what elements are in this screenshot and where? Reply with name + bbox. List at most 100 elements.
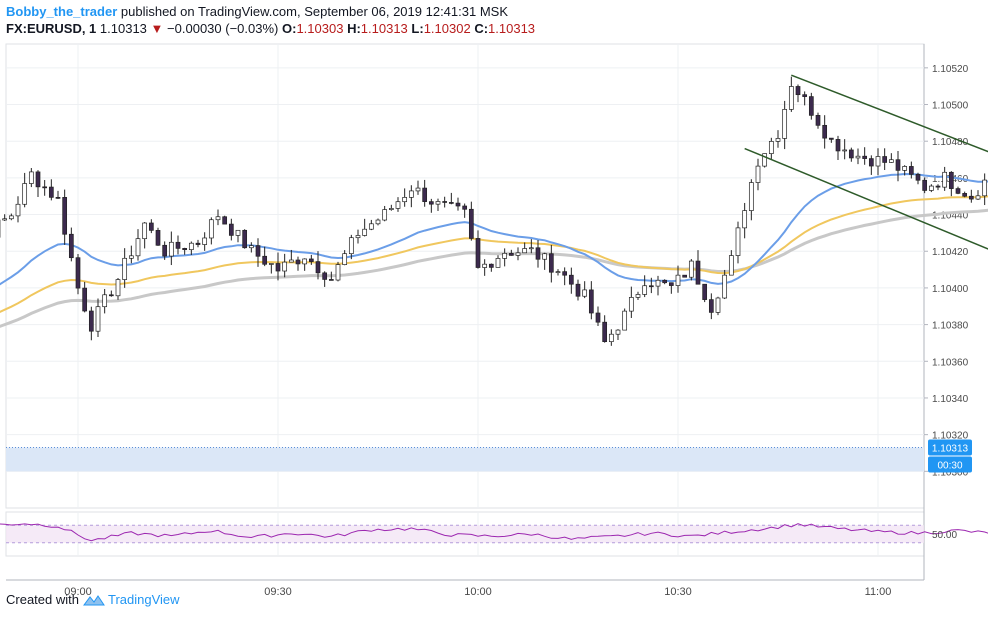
candle-body: [148, 222, 154, 231]
close-value: 1.10313: [488, 21, 536, 36]
candle-body: [835, 139, 841, 152]
candle-body: [522, 248, 528, 254]
candle-body: [688, 260, 694, 278]
candle-body: [8, 215, 14, 220]
candle-body: [735, 227, 741, 256]
candle-body: [322, 272, 328, 280]
candle-body: [755, 165, 761, 183]
candle-body: [128, 255, 134, 259]
candle-body: [395, 201, 401, 209]
candle-body: [15, 203, 21, 217]
low-value: 1.10302: [423, 21, 471, 36]
y-tick-label: 1.10320: [932, 431, 969, 442]
candle-body: [428, 201, 434, 205]
candle-body: [188, 242, 194, 251]
last-price-badge-label: 1.10313: [932, 443, 969, 454]
y-tick-label: 1.10300: [932, 467, 969, 478]
candle-body: [668, 282, 674, 286]
candle-body: [848, 149, 854, 159]
close-label: C:: [474, 21, 489, 36]
candle-body: [282, 261, 288, 272]
candle-body: [242, 229, 248, 249]
candle-body: [882, 156, 888, 163]
candle-body: [982, 179, 988, 197]
rsi-line: [0, 523, 988, 542]
candle-body: [222, 216, 228, 225]
y-tick-label: 1.10440: [932, 211, 969, 222]
author-link[interactable]: Bobby_the_trader: [6, 4, 118, 19]
candle-body: [595, 312, 601, 323]
x-tick-label: 09:00: [64, 586, 92, 598]
candle-body: [135, 238, 141, 257]
candle-body: [828, 137, 834, 140]
high-label: H:: [347, 21, 361, 36]
candle-body: [868, 158, 874, 167]
candle-body: [142, 222, 148, 240]
high-value: 1.10313: [360, 21, 408, 36]
candle-body: [75, 257, 81, 289]
candle-body: [768, 141, 774, 154]
candle-body: [975, 195, 981, 200]
candle-body: [655, 279, 661, 287]
y-tick-label: 1.10500: [932, 101, 969, 112]
candle-body: [528, 247, 534, 250]
candle-body: [422, 187, 428, 202]
candle-body: [175, 241, 181, 249]
candle-body: [775, 138, 781, 142]
publish-line: Bobby_the_trader published on TradingVie…: [6, 3, 535, 20]
ma-yellow-line: [0, 195, 988, 313]
x-tick-label: 09:30: [264, 586, 292, 598]
candle-body: [335, 264, 341, 281]
candle-body: [548, 253, 554, 273]
candle-body: [762, 153, 768, 167]
countdown-badge-label: 00:30: [937, 460, 962, 471]
symbol-label: FX:EURUSD, 1: [6, 21, 97, 36]
candles: [0, 76, 988, 346]
y-tick-label: 1.10480: [932, 137, 969, 148]
candle-body: [542, 253, 548, 260]
candle-body: [962, 193, 968, 197]
rsi-level-label: 50.00: [932, 530, 957, 541]
candle-body: [435, 201, 441, 205]
candle-body: [715, 297, 721, 313]
x-tick-label: 11:00: [865, 586, 892, 598]
candle-body: [555, 271, 561, 273]
candle-body: [488, 263, 494, 268]
candle-body: [722, 274, 728, 299]
candle-body: [675, 274, 681, 286]
last-price-badge: [928, 439, 972, 456]
candle-body: [895, 159, 901, 171]
candle-body: [28, 171, 34, 184]
candle-body: [695, 260, 701, 285]
candle-body: [102, 294, 108, 308]
candle-body: [88, 310, 94, 332]
candle-body: [382, 209, 388, 221]
price-change: −0.00030 (−0.03%): [167, 21, 279, 36]
highlight-zone: [6, 447, 924, 472]
candle-body: [935, 185, 941, 188]
candle-body: [795, 86, 801, 96]
candle-body: [268, 263, 274, 265]
candle-body: [702, 283, 708, 300]
candle-body: [455, 202, 461, 207]
candle-body: [515, 252, 521, 256]
candle-body: [608, 333, 614, 343]
candle-body: [942, 171, 948, 188]
candle-body: [802, 94, 808, 97]
candle-body: [955, 188, 961, 194]
candle-body: [248, 245, 254, 249]
candle-body: [462, 205, 468, 210]
candle-body: [235, 229, 241, 236]
candle-body: [408, 190, 414, 198]
tradingview-brand[interactable]: TradingView: [107, 592, 180, 607]
y-tick-label: 1.10380: [932, 321, 969, 332]
candle-body: [742, 210, 748, 229]
candle-body: [602, 321, 608, 343]
ma-blue-line: [0, 172, 988, 286]
candle-body: [508, 252, 514, 256]
countdown-badge: [928, 456, 972, 473]
candle-body: [648, 285, 654, 288]
candle-body: [888, 159, 894, 163]
